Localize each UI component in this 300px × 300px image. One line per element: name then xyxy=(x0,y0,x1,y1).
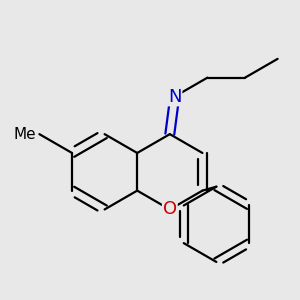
Text: Me: Me xyxy=(14,127,36,142)
Text: N: N xyxy=(168,88,182,106)
Text: O: O xyxy=(163,200,177,218)
